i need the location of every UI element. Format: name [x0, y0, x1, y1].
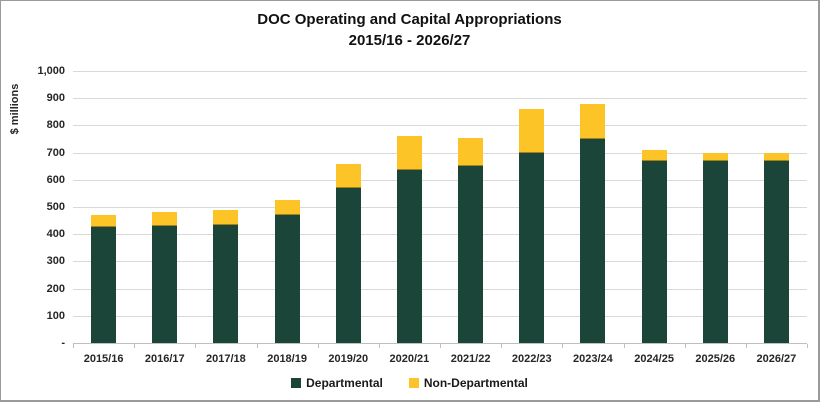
y-tick-label: 400	[46, 228, 65, 241]
legend-swatch-non-departmental-icon	[408, 378, 419, 388]
bar-departmental-2023/24	[580, 139, 606, 343]
y-tick-label: 300	[46, 255, 65, 268]
x-axis-label: 2020/21	[389, 353, 430, 365]
bar-non-departmental-2025/26	[702, 152, 728, 161]
bar-departmental-2022/23	[519, 152, 545, 343]
x-axis-tick	[745, 344, 747, 348]
x-axis-line	[73, 343, 807, 344]
bar-non-departmental-2024/25	[641, 149, 667, 161]
plot-area	[73, 71, 807, 343]
legend: Departmental Non-Departmental	[1, 375, 818, 391]
x-axis-label: 2016/17	[144, 353, 185, 365]
y-tick-label: 500	[46, 201, 65, 213]
y-tick-label: 100	[46, 309, 65, 322]
y-tick-label: 600	[46, 173, 65, 186]
legend-label-departmental: Departmental	[306, 376, 383, 390]
x-axis-tick	[623, 344, 625, 348]
bar-non-departmental-2015/16	[91, 215, 117, 228]
x-axis-label: 2023/24	[573, 353, 613, 365]
x-axis-label: 2021/22	[450, 353, 491, 365]
x-axis-tick	[317, 344, 319, 348]
x-axis-label: 2019/20	[328, 353, 369, 365]
bar-departmental-2020/21	[396, 170, 422, 343]
x-axis-tick	[378, 344, 380, 348]
chart-title: DOC Operating and Capital Appropriations	[257, 11, 562, 28]
bar-non-departmental-2018/19	[274, 200, 300, 216]
y-tick-label: -	[61, 337, 65, 349]
bar-non-departmental-2022/23	[519, 109, 545, 153]
gridline	[73, 315, 807, 317]
x-axis-label: 2025/26	[695, 353, 736, 365]
y-tick-label: 700	[46, 146, 65, 159]
gridline	[73, 152, 807, 154]
x-axis-tick	[134, 344, 136, 348]
x-axis-tick	[440, 344, 441, 348]
x-axis-tick	[562, 344, 564, 348]
legend-item-departmental: Departmental	[291, 376, 383, 390]
chart-subtitle: 2015/16 - 2026/27	[348, 32, 471, 49]
gridline	[73, 207, 807, 208]
bar-non-departmental-2020/21	[396, 136, 422, 171]
y-tick-label: 900	[46, 92, 65, 105]
x-axis-label: 2024/25	[634, 353, 674, 365]
y-tick-label: 200	[46, 282, 65, 295]
gridline	[73, 98, 807, 100]
x-axis-tick	[684, 344, 686, 348]
bar-departmental-2015/16	[91, 227, 117, 343]
bar-non-departmental-2026/27	[763, 152, 789, 161]
bar-departmental-2025/26	[702, 160, 728, 343]
bar-non-departmental-2019/20	[335, 163, 361, 188]
bar-non-departmental-2023/24	[580, 103, 606, 139]
y-tick-label: 1,000	[37, 65, 65, 77]
bar-departmental-2018/19	[274, 215, 300, 343]
bar-non-departmental-2016/17	[152, 212, 178, 226]
bar-departmental-2016/17	[152, 226, 178, 343]
x-axis-label: 2026/27	[756, 353, 797, 365]
gridline	[73, 288, 807, 290]
bar-departmental-2024/25	[641, 160, 667, 343]
gridline	[73, 261, 807, 263]
bar-departmental-2026/27	[763, 160, 789, 343]
x-axis-label: 2018/19	[267, 353, 307, 365]
x-axis-label: 2015/16	[83, 353, 124, 365]
bar-non-departmental-2021/22	[458, 137, 484, 167]
x-axis-tick	[195, 344, 197, 348]
gridline	[73, 125, 807, 127]
legend-item-non-departmental: Non-Departmental	[408, 376, 528, 390]
x-axis-tick	[73, 344, 74, 348]
x-axis-label: 2022/23	[511, 353, 552, 365]
bar-departmental-2021/22	[458, 166, 484, 343]
legend-swatch-departmental-icon	[291, 378, 302, 388]
x-axis-tick	[256, 344, 258, 348]
bar-departmental-2017/18	[213, 224, 239, 343]
gridline	[73, 179, 807, 181]
x-axis-tick	[807, 344, 808, 348]
bar-departmental-2019/20	[335, 188, 361, 343]
gridline	[73, 234, 807, 236]
bar-non-departmental-2017/18	[213, 209, 239, 225]
x-axis-label: 2017/18	[206, 353, 246, 365]
legend-label-non-departmental: Non-Departmental	[423, 376, 528, 390]
gridline	[73, 71, 807, 72]
y-tick-label: 800	[46, 119, 65, 132]
chart-title-block: DOC Operating and Capital Appropriations…	[1, 9, 818, 51]
x-axis-tick	[501, 344, 503, 348]
